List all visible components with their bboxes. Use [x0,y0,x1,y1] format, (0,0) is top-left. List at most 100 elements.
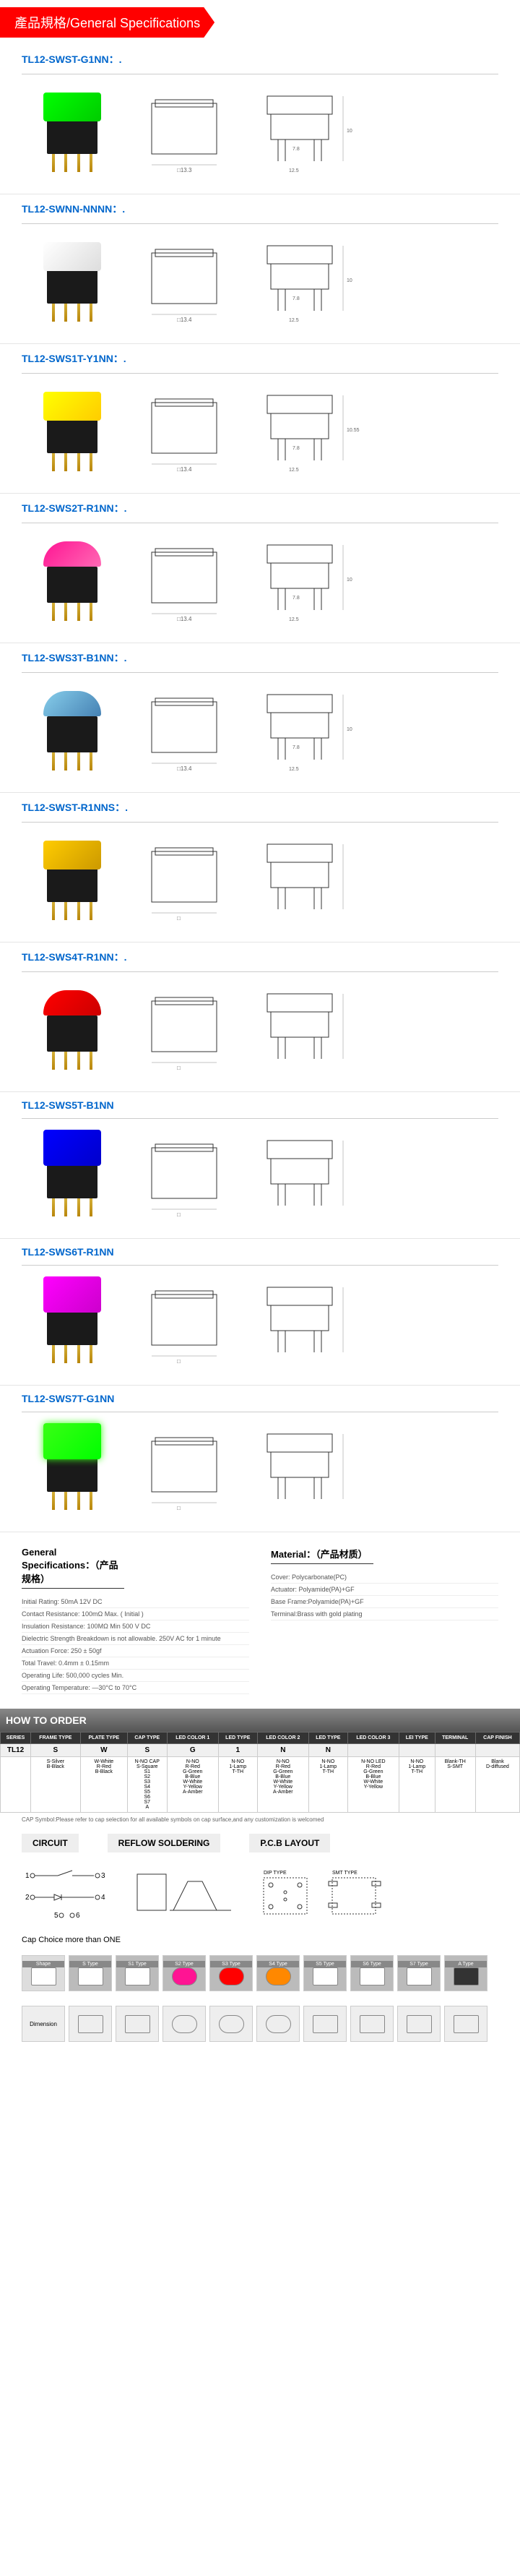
cap-type-option: S2 Type [162,1955,206,1991]
technical-drawing: □ [137,1133,368,1227]
order-example-cell: S [127,1744,167,1757]
product-code: TL12-SWS5T-B1NN [22,1099,498,1111]
order-option-cell: N-NO1-LampT-TH [399,1757,435,1813]
order-example-cell [475,1744,519,1757]
order-column-header: LED COLOR 2 [257,1733,308,1744]
order-table: SERIESFRAME TYPEPLATE TYPECAP TYPE LED CO… [0,1732,520,1813]
order-column-header: FRAME TYPE [31,1733,81,1744]
product-section: TL12-SWS4T-R1NN：. □ [0,943,520,1092]
order-option-cell: Blank-THS-SMT [435,1757,475,1813]
svg-text:12.5: 12.5 [289,468,299,473]
svg-text:7.8: 7.8 [292,296,300,301]
cap-dimension [444,2006,488,2042]
cap-type-option: S4 Type [256,1955,300,1991]
svg-text:10: 10 [347,578,352,583]
material-spec-list: Cover: Polycarbonate(PC)Actuator: Polyam… [271,1571,498,1620]
svg-text:7.8: 7.8 [292,596,300,601]
product-photo [22,534,123,635]
order-header: HOW TO ORDER [0,1709,520,1732]
products-list: TL12-SWST-G1NN：. □13.3 [0,45,520,1532]
cap-type-option: Shape [22,1955,65,1991]
order-option-cell: N-NO1-LampT-TH [308,1757,347,1813]
circuit-svg: 1 2 3 4 5 6 [22,1867,108,1925]
order-option-cell: W-WhiteR-RedB-Black [80,1757,127,1813]
product-code: TL12-SWS7T-G1NN [22,1393,498,1404]
svg-text:3: 3 [101,1872,105,1880]
order-column-header: PLATE TYPE [80,1733,127,1744]
order-column-header: LEI TYPE [399,1733,435,1744]
svg-text:□13.4: □13.4 [177,616,192,622]
product-photo [22,684,123,785]
product-code: TL12-SWS4T-R1NN：. [22,950,498,964]
header-banner: 產品規格/General Specifications [0,7,214,38]
order-option-cell: S-SilverB-Black [31,1757,81,1813]
product-photo [22,85,123,186]
order-option-cell: N-NOR-RedG-GreenB-BlueW-WhiteY-YellowA-A… [257,1757,308,1813]
product-photo [22,983,123,1084]
technical-drawing: □13.4 12.5 7.8 10.55 [137,388,368,482]
dimension-row: Dimension [0,1998,520,2049]
technical-drawing: □ [137,1427,368,1521]
product-section: TL12-SWS6T-R1NN □ [0,1239,520,1386]
svg-text:7.8: 7.8 [292,147,300,152]
order-column-header: CAP TYPE [127,1733,167,1744]
general-spec-title: General Specifications：（产品规格） [22,1547,124,1589]
general-spec-list: Initial Rating: 50mA 12V DCContact Resis… [22,1596,249,1694]
technical-drawing: □ [137,987,368,1081]
order-example-cell [347,1744,399,1757]
product-code: TL12-SWST-G1NN：. [22,52,498,66]
spec-item: Insulation Resistance: 100MΩ Min 500 V D… [22,1620,249,1633]
cap-dimension [209,2006,253,2042]
product-code: TL12-SWS3T-B1NN：. [22,651,498,665]
cap-dimension [397,2006,441,2042]
order-column-header: LED TYPE [218,1733,257,1744]
product-section: TL12-SWST-G1NN：. □13.3 [0,45,520,194]
product-section: TL12-SWS3T-B1NN：. □13.4 [0,643,520,793]
material-item: Actuator: Polyamide(PA)+GF [271,1584,498,1596]
header-title: 產品規格/General Specifications [14,16,200,30]
material-item: Base Frame:Polyamide(PA)+GF [271,1596,498,1608]
product-code: TL12-SWNN-NNNN：. [22,202,498,216]
order-example-cell: N [257,1744,308,1757]
svg-text:7.8: 7.8 [292,745,300,750]
cap-choice-title: Cap Choice more than ONE [0,1932,520,1948]
svg-text:□: □ [177,1211,181,1218]
pcb-label: P.C.B LAYOUT [249,1834,330,1852]
circuit-diagrams: 1 2 3 4 5 6 DIP TYPE SMT TYPE [0,1860,520,1932]
order-column-header: CAP FINISH [475,1733,519,1744]
order-option-cell: N-NO CAPS-SquareS1S2S3S4S5S6S7A [127,1757,167,1813]
order-column-header: SERIES [1,1733,31,1744]
svg-text:10: 10 [347,129,352,134]
svg-text:□: □ [177,1065,181,1071]
cap-type-option: S7 Type [397,1955,441,1991]
circuit-label: CIRCUIT [22,1834,79,1852]
cap-type-option: A Type [444,1955,488,1991]
spec-item: Actuation Force: 250 ± 50gf [22,1645,249,1657]
svg-text:□13.4: □13.4 [177,466,192,473]
svg-text:□: □ [177,915,181,922]
svg-text:12.5: 12.5 [289,767,299,772]
svg-text:□13.3: □13.3 [177,167,192,173]
cap-type-option: S6 Type [350,1955,394,1991]
cap-dimension [350,2006,394,2042]
material-item: Terminal:Brass with gold plating [271,1608,498,1620]
svg-text:10: 10 [347,727,352,732]
product-photo [22,1130,123,1231]
reflow-svg [130,1867,238,1925]
svg-text:□: □ [177,1358,181,1365]
technical-drawing: □13.4 12.5 7.8 10 [137,687,368,781]
order-option-cell: N-NO LEDR-RedG-GreenB-BlueW-WhiteY-Yello… [347,1757,399,1813]
cap-dimension: Dimension [22,2006,65,2042]
order-example-cell: 1 [218,1744,257,1757]
cap-type-option: S5 Type [303,1955,347,1991]
order-column-header: TERMINAL [435,1733,475,1744]
svg-text:□: □ [177,1505,181,1511]
product-photo [22,833,123,935]
svg-text:1: 1 [25,1872,30,1880]
order-example-cell: W [80,1744,127,1757]
svg-text:SMT TYPE: SMT TYPE [332,1871,358,1876]
order-column-header: LED COLOR 3 [347,1733,399,1744]
material-title: Material：（产品材质） [271,1547,373,1564]
product-photo [22,1276,123,1378]
order-example-cell [435,1744,475,1757]
